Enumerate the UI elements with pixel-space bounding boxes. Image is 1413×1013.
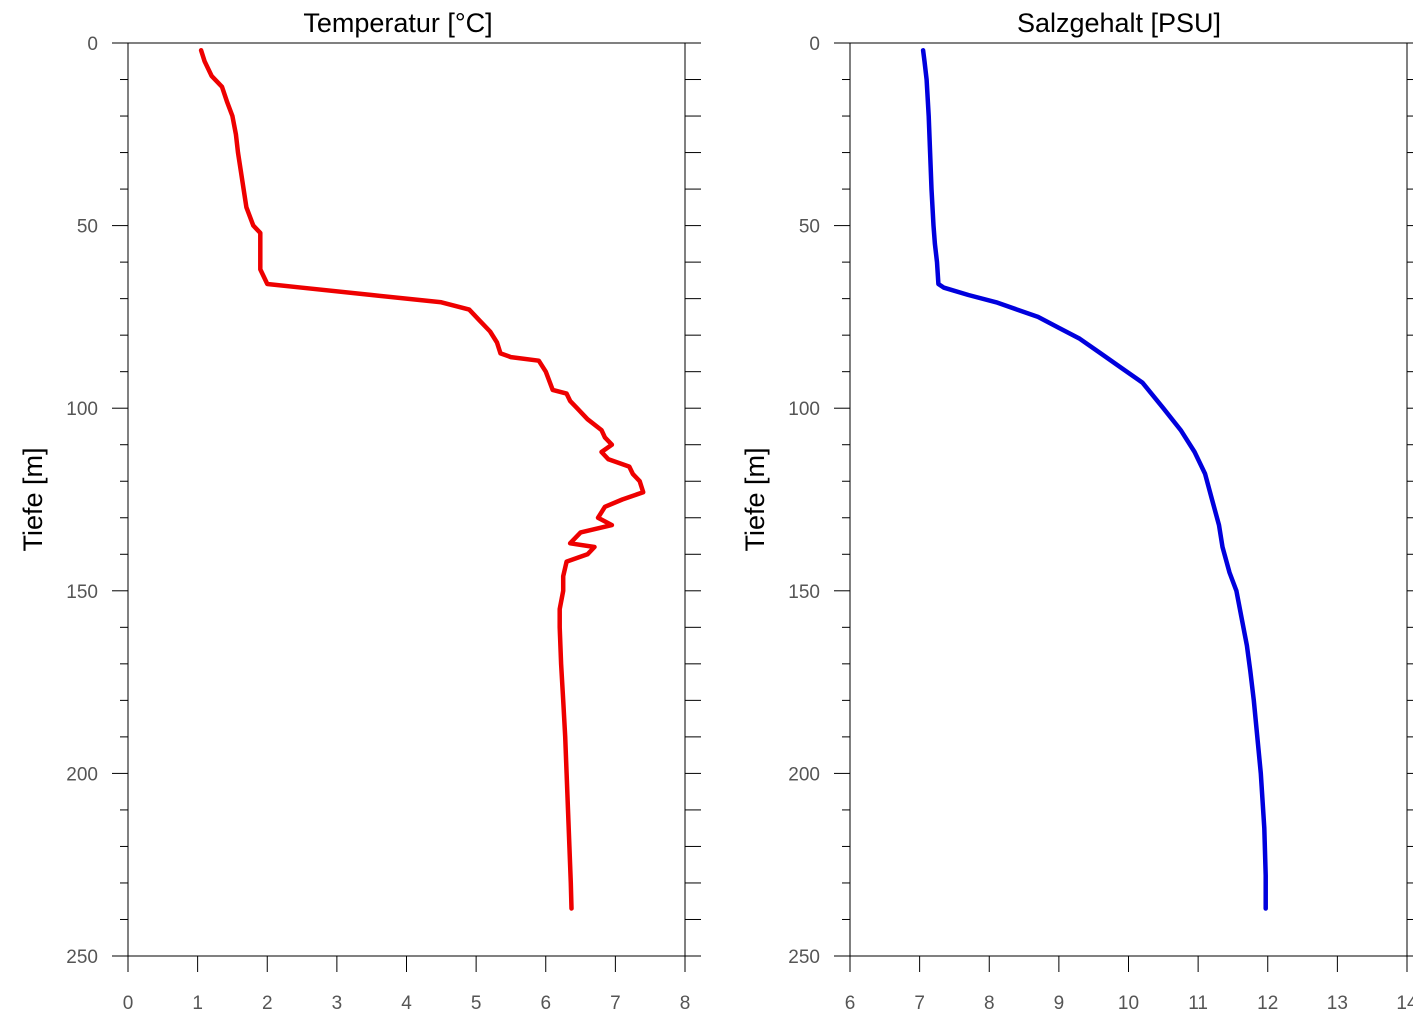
x-tick-label: 14 (1396, 993, 1413, 1013)
y-axis-label: Tiefe [m] (18, 447, 48, 551)
y-tick-label: 50 (799, 217, 820, 238)
x-tick-label: 2 (262, 993, 273, 1013)
y-tick-label: 50 (77, 217, 98, 238)
y-axis-label: Tiefe [m] (740, 447, 770, 551)
x-tick-label: 1 (192, 993, 203, 1013)
x-tick-label: 13 (1327, 993, 1348, 1013)
x-tick-label: 5 (471, 993, 482, 1013)
y-tick-label: 250 (788, 947, 820, 968)
y-tick-label: 250 (66, 947, 98, 968)
x-tick-label: 9 (1054, 993, 1065, 1013)
plot-panel-1: Temperatur [°C] Tiefe [m] 0 50 100 150 200 250 0… (18, 8, 701, 1013)
plot-panel-2: Salzgehalt [PSU] Tiefe [m] 0 50 100 150 200 250… (740, 8, 1413, 1013)
x-tick-label: 10 (1118, 993, 1139, 1013)
x-tick-label: 7 (610, 993, 621, 1013)
x-tick-label: 11 (1188, 993, 1208, 1013)
x-tick-label: 0 (123, 993, 134, 1013)
x-tick-label: 8 (984, 993, 995, 1013)
y-tick-label: 100 (66, 399, 98, 420)
x-tick-label: 6 (845, 993, 856, 1013)
y-tick-label: 0 (809, 34, 820, 55)
x-tick-label: 12 (1257, 993, 1278, 1013)
chart-title: Salzgehalt [PSU] (1017, 8, 1221, 38)
y-tick-label: 200 (66, 764, 98, 785)
series-line-1 (923, 50, 1266, 908)
x-tick-label: 4 (401, 993, 412, 1013)
y-tick-label: 0 (87, 34, 98, 55)
y-tick-label: 200 (788, 764, 820, 785)
x-tick-label: 3 (332, 993, 343, 1013)
y-tick-label: 150 (66, 582, 98, 603)
x-tick-label: 8 (680, 993, 691, 1013)
y-tick-label: 150 (788, 582, 820, 603)
chart-title: Temperatur [°C] (303, 8, 492, 38)
y-tick-label: 100 (788, 399, 820, 420)
x-tick-label: 7 (914, 993, 925, 1013)
x-tick-label: 6 (540, 993, 551, 1013)
series-line-1 (201, 50, 643, 908)
